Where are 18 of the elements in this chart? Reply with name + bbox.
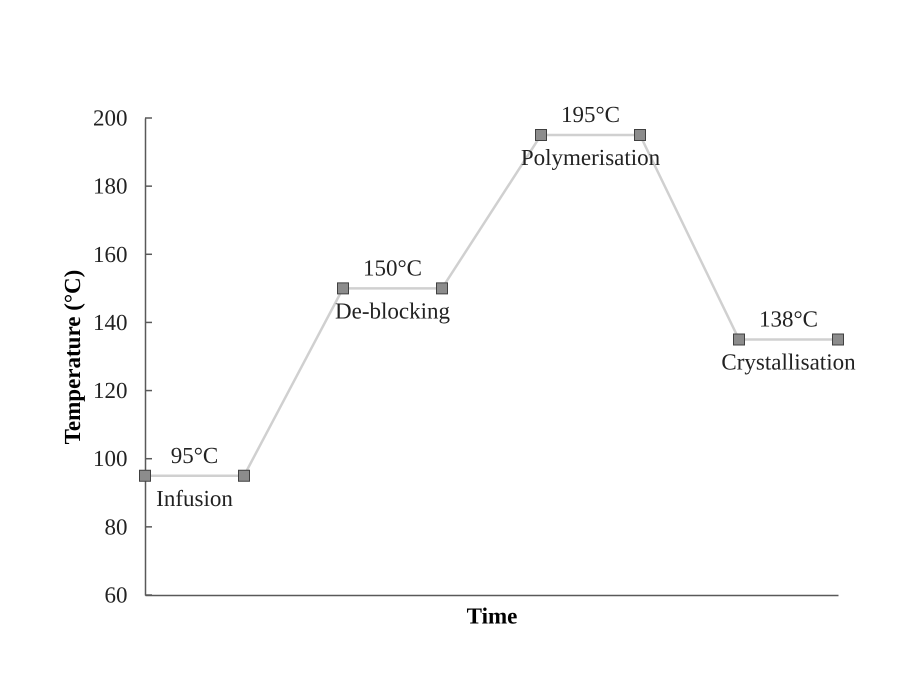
y-tick-label: 120 xyxy=(93,378,128,404)
x-axis-title: Time xyxy=(466,604,518,628)
annotation: De-blocking xyxy=(335,298,450,324)
y-axis-title: Temperature (°C) xyxy=(60,270,85,444)
annotation: Polymerisation xyxy=(520,145,661,170)
annotation: Infusion xyxy=(156,486,234,511)
y-tick-label: 60 xyxy=(104,582,128,608)
y-tick-label: 140 xyxy=(93,310,128,335)
y-tick-label: 160 xyxy=(93,242,128,267)
annotation: 95°C xyxy=(170,442,218,468)
annotation: 195°C xyxy=(560,102,620,128)
y-tick-label: 200 xyxy=(93,106,128,130)
y-tick-label: 100 xyxy=(93,446,128,472)
y-tick-label: 80 xyxy=(104,514,128,540)
annotation: Crystallisation xyxy=(721,349,856,374)
annotation: 150°C xyxy=(362,255,422,280)
y-tick-label: 180 xyxy=(93,174,128,199)
annotation: 138°C xyxy=(758,306,818,332)
